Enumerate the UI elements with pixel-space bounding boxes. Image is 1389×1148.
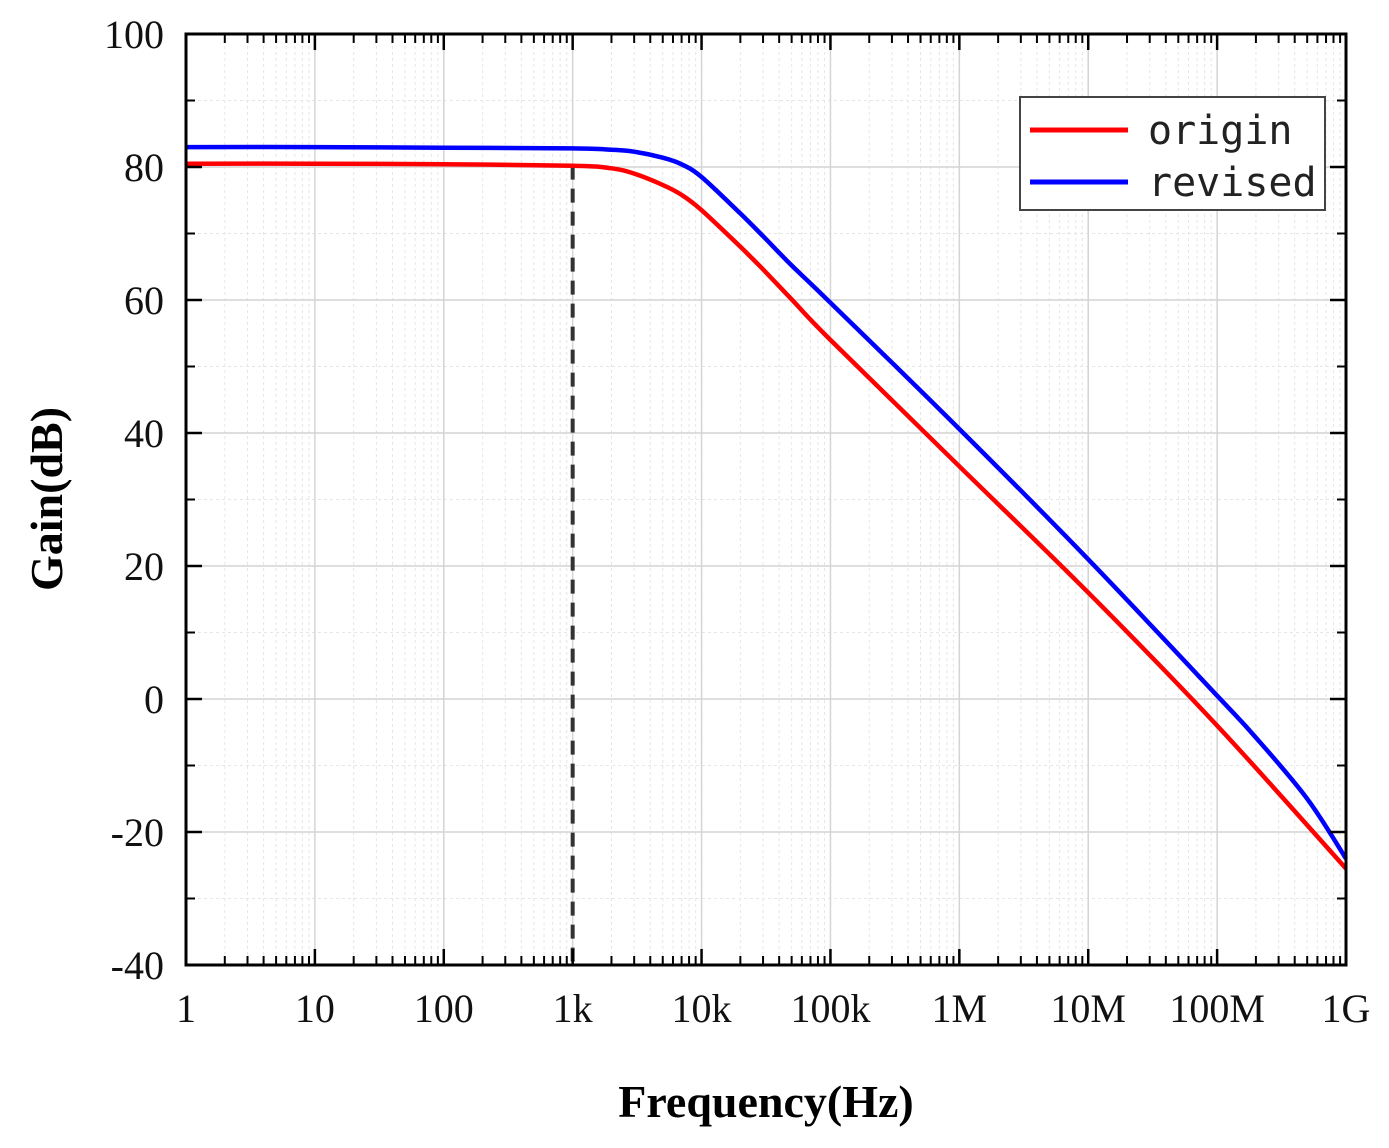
series-line-revised	[185, 144, 1348, 860]
x-axis-title: Frequency(Hz)	[618, 1076, 914, 1127]
x-tick-label: 1G	[1322, 986, 1371, 1031]
axis-ticks	[184, 32, 1348, 967]
x-tick-label: 100M	[1169, 986, 1265, 1031]
y-tick-label: 60	[124, 278, 164, 323]
legend: origin revised	[1019, 96, 1326, 211]
legend-label-revised: revised	[1148, 160, 1317, 206]
y-tick-label: 20	[124, 544, 164, 589]
y-tick-label: 100	[104, 12, 164, 57]
y-tick-label: -40	[111, 943, 164, 988]
x-tick-label: 10M	[1050, 986, 1126, 1031]
y-tick-label: 0	[144, 677, 164, 722]
y-axis-title: Gain(dB)	[21, 407, 72, 591]
legend-label-origin: origin	[1148, 108, 1293, 154]
x-tick-label: 100	[414, 986, 474, 1031]
series-line-origin	[185, 161, 1348, 871]
y-tick-label: 40	[124, 411, 164, 456]
y-tick-label: -20	[111, 810, 164, 855]
x-tick-label: 1M	[932, 986, 988, 1031]
axis-tick-labels: 1 10 100 1k 10k 100k 1M 10M 100M 1G -40 -20 0 20 40 60 8…	[104, 12, 1370, 1031]
x-tick-label: 1k	[553, 986, 593, 1031]
x-tick-label: 10	[295, 986, 335, 1031]
x-tick-label: 10k	[672, 986, 732, 1031]
legend-box	[1019, 96, 1326, 211]
x-tick-label: 1	[176, 986, 196, 1031]
series-group	[185, 144, 1348, 871]
y-tick-label: 80	[124, 145, 164, 190]
x-tick-label: 100k	[790, 986, 870, 1031]
